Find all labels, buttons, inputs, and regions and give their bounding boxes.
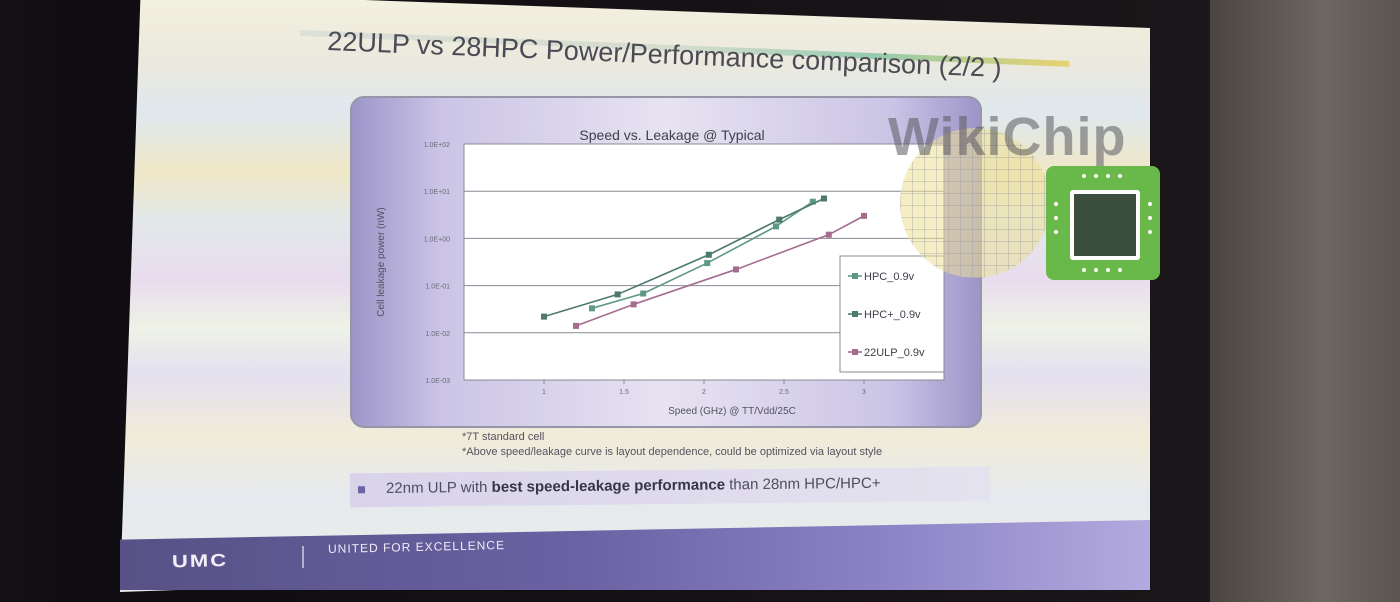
chip-icon: [1046, 166, 1160, 280]
y-tick-label: 1.0E+01: [424, 189, 450, 196]
bullet-text: 22nm ULP with best speed-leakage perform…: [386, 475, 881, 497]
y-tick-label: 1.0E+02: [424, 142, 450, 149]
data-point: [640, 290, 647, 297]
chip-pin: [1054, 230, 1058, 234]
data-point: [825, 231, 832, 238]
y-tick-label: 1.0E-01: [425, 284, 450, 291]
chip-pin: [1094, 268, 1098, 272]
bullet-text-bold: best speed-leakage performance: [491, 476, 726, 496]
data-point: [809, 198, 816, 205]
y-axis-label: Cell leakage power (nW): [376, 207, 387, 317]
y-tick-label: 1.0E-02: [425, 331, 450, 338]
data-point: [589, 305, 595, 312]
data-point: [705, 251, 712, 258]
data-point: [733, 266, 739, 273]
legend: HPC_0.9v HPC+_0.9v 22ULP_0.9v: [839, 255, 945, 373]
room-wall: [1210, 0, 1400, 602]
legend-label: HPC_0.9v: [864, 271, 915, 283]
data-point: [776, 216, 783, 223]
y-tick-label: 1.0E+00: [424, 236, 450, 243]
chip-pin: [1106, 268, 1110, 272]
bullet-marker: [357, 486, 366, 494]
data-point: [704, 260, 711, 267]
legend-label: 22ULP_0.9v: [864, 347, 925, 359]
chip-pin: [1054, 202, 1058, 206]
chart-title: Speed vs. Leakage @ Typical: [579, 127, 764, 143]
chip-pin: [1118, 174, 1122, 178]
footnote-2: *Above speed/leakage curve is layout dep…: [462, 446, 883, 458]
data-point: [614, 291, 621, 298]
umc-logo: UMC: [171, 549, 229, 572]
chip-pin: [1094, 174, 1098, 178]
chip-pin: [1082, 174, 1086, 178]
wafer-icon: [900, 128, 1050, 278]
y-tick-label: 1.0E-03: [425, 378, 450, 385]
legend-marker: [852, 349, 858, 355]
chip-die: [1070, 190, 1140, 260]
chart-frame: Speed vs. Leakage @ Typical Speed (GHz) …: [350, 96, 982, 428]
legend-marker: [852, 311, 858, 317]
tick-labels: 1.0E-03 1.0E-02 1.0E-01 1.0E+00 1.0E+01 1.0E+…: [424, 142, 866, 396]
bullet-text-pre: 22nm ULP with: [385, 478, 492, 497]
x-tick-label: 2: [702, 389, 706, 396]
watermark-text: WikiChip: [888, 107, 1127, 167]
legend-marker: [852, 273, 858, 279]
x-axis-label: Speed (GHz) @ TT/Vdd/25C: [668, 406, 796, 417]
legend-label: HPC+_0.9v: [864, 309, 921, 321]
chip-pin: [1118, 268, 1122, 272]
chip-pin: [1106, 174, 1110, 178]
x-tick-label: 3: [862, 389, 866, 396]
footer-divider: [302, 546, 304, 568]
footnote-1: *7T standard cell: [462, 431, 545, 443]
chip-pin: [1148, 202, 1152, 206]
bullet-text-post: than 28nm HPC/HPC+: [724, 474, 881, 494]
data-point: [573, 322, 579, 329]
x-tick-label: 1: [542, 389, 546, 396]
series-lines: [541, 195, 867, 329]
x-tick-label: 1.5: [619, 389, 629, 396]
data-point: [773, 223, 779, 230]
data-point: [630, 301, 637, 308]
chip-pin: [1082, 268, 1086, 272]
x-tick-label: 2.5: [779, 389, 789, 396]
data-point: [821, 195, 827, 202]
chip-pin: [1054, 216, 1058, 220]
bullet-callout: 22nm ULP with best speed-leakage perform…: [349, 466, 991, 508]
chart-svg: Speed vs. Leakage @ Typical Speed (GHz) …: [376, 127, 945, 417]
data-point: [541, 313, 547, 320]
chip-pin: [1148, 216, 1152, 220]
chip-pin: [1148, 230, 1152, 234]
data-point: [861, 212, 867, 219]
